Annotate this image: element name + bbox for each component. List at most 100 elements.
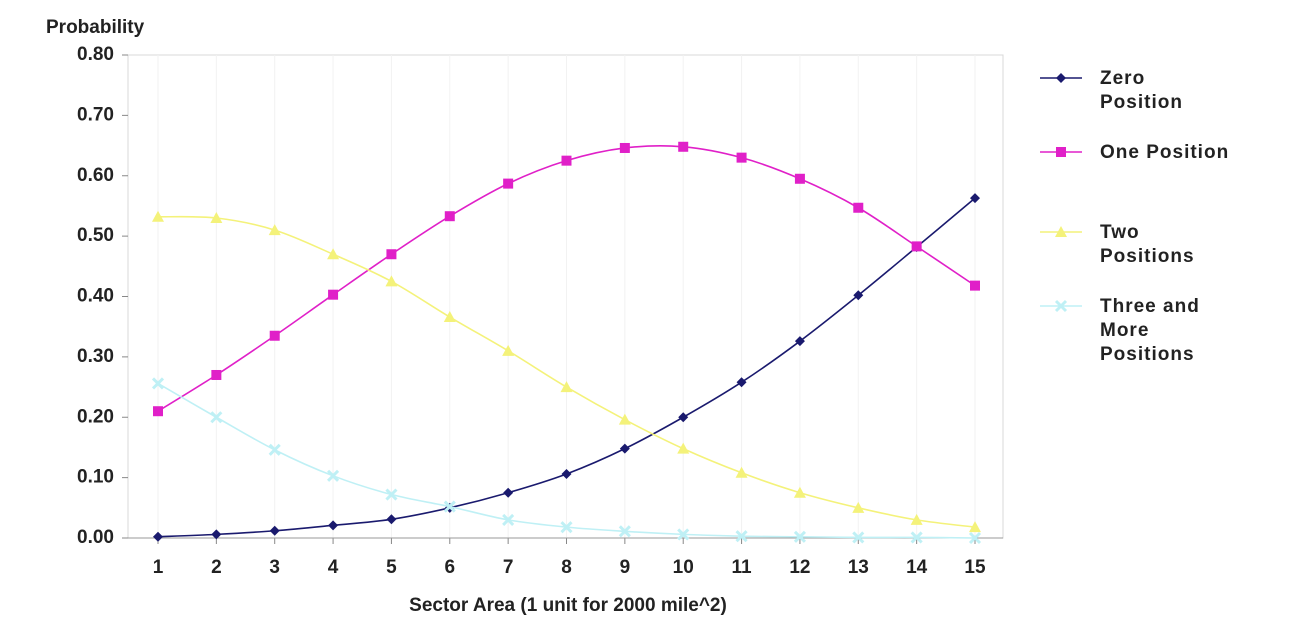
series-3-point [443, 311, 456, 323]
series-4-point-stroke [910, 531, 923, 544]
x-tick-label: 14 [906, 557, 928, 578]
series-4-point-stroke [735, 530, 748, 543]
y-tick-label: 0.40 [77, 286, 114, 307]
x-tick-label: 9 [620, 557, 631, 578]
legend-label: Zero [1100, 68, 1145, 89]
series-3-point [152, 210, 164, 222]
series-1-point [561, 469, 572, 480]
x-tick-label: 13 [848, 557, 869, 578]
series-4-point [793, 530, 806, 543]
series-4-point-stroke [968, 531, 982, 545]
series-4-point [268, 443, 281, 456]
series-1-point [970, 193, 980, 204]
series-4-point [327, 469, 340, 482]
y-tick-label: 0.00 [77, 527, 114, 548]
series-4-point-stroke [793, 530, 806, 543]
series-3-point [268, 224, 281, 236]
x-tick-label: 8 [561, 557, 572, 578]
legend: Zero Position One Position Two Positions Thre… [1040, 68, 1229, 365]
series-1-point [794, 336, 805, 347]
series-4-point-stroke [852, 531, 865, 544]
x-tick-label: 5 [386, 557, 397, 578]
series-4-point-stroke [268, 443, 281, 456]
series-2-point [328, 289, 339, 300]
y-tick-label: 0.30 [77, 346, 114, 367]
x-tick-label: 15 [964, 557, 986, 578]
series-4-point [385, 488, 398, 501]
series-3-point [910, 513, 923, 525]
y-tick-label: 0.60 [77, 165, 114, 186]
y-tick-label: 0.70 [77, 104, 114, 125]
series-4-point [443, 500, 456, 513]
series-3-point [677, 442, 690, 454]
series-4-point-stroke [385, 488, 398, 501]
series-4-point [210, 411, 223, 424]
series-4-point-stroke [560, 521, 573, 534]
x-tick-label: 1 [153, 557, 164, 578]
series-4-point [735, 530, 748, 543]
series-2-point [853, 202, 864, 213]
series-1-point [211, 529, 222, 540]
legend-marker-4 [1054, 299, 1068, 313]
series-2-point [619, 142, 630, 153]
x-tick-label: 11 [732, 557, 753, 578]
series-3-point [852, 501, 865, 513]
series-4-point-stroke [502, 513, 515, 526]
legend-label: Positions [1100, 344, 1195, 365]
series-group [151, 141, 982, 545]
y-axis-label: Probability [46, 17, 145, 38]
x-tick-label: 2 [211, 557, 222, 578]
series-4-point [151, 377, 165, 390]
series-4-point [910, 531, 923, 544]
series-4-point [968, 531, 982, 545]
x-axis-ticks: 1 2 3 4 5 6 7 8 9 10 11 12 13 14 15 [128, 537, 1003, 578]
legend-marker-3 [1055, 226, 1067, 237]
legend-label: Two [1100, 222, 1140, 243]
series-1-point [503, 487, 514, 498]
series-2-point [911, 241, 922, 252]
series-1-point [619, 443, 630, 454]
series-2-point [561, 155, 572, 166]
series-4-point [852, 531, 865, 544]
series-1-point [386, 514, 397, 525]
series-2-point [211, 369, 222, 380]
series-3-point [210, 212, 223, 224]
series-4-point-stroke [210, 411, 223, 424]
series-4-point [560, 521, 573, 534]
y-tick-label: 0.80 [77, 44, 114, 65]
series-2-point [970, 280, 980, 291]
series-3-point [327, 248, 340, 260]
plot-area [127, 54, 1004, 539]
x-tick-label: 12 [789, 557, 810, 578]
legend-label: One Position [1100, 142, 1229, 163]
x-tick-label: 3 [269, 557, 280, 578]
series-1-point [736, 377, 747, 388]
x-tick-label: 7 [503, 557, 514, 578]
series-2-point [269, 330, 280, 341]
series-3-point [793, 486, 806, 498]
x-tick-label: 10 [673, 557, 694, 578]
x-axis-label: Sector Area (1 unit for 2000 mile^2) [409, 595, 727, 616]
legend-marker-1 [1056, 73, 1066, 83]
series-4-point-stroke [443, 500, 456, 513]
series-4-point-stroke [677, 528, 690, 541]
series-3-point [735, 466, 748, 478]
series-4-point [502, 513, 515, 526]
series-1-point [153, 531, 163, 542]
series-3-point [502, 344, 515, 356]
series-4-point-stroke [327, 469, 340, 482]
legend-marker-4-stroke [1054, 299, 1068, 313]
series-3-point [969, 521, 981, 533]
series-4-point [677, 528, 690, 541]
series-2-point [444, 211, 455, 222]
legend-label: Positions [1100, 246, 1195, 267]
series-2-point [794, 173, 805, 184]
x-tick-label: 6 [444, 557, 455, 578]
series-3-point [560, 381, 573, 393]
y-tick-label: 0.50 [77, 225, 114, 246]
series-2-point [503, 178, 514, 189]
series-1-point [678, 412, 689, 423]
series-2-point [153, 406, 163, 417]
series-4-point [618, 525, 631, 538]
